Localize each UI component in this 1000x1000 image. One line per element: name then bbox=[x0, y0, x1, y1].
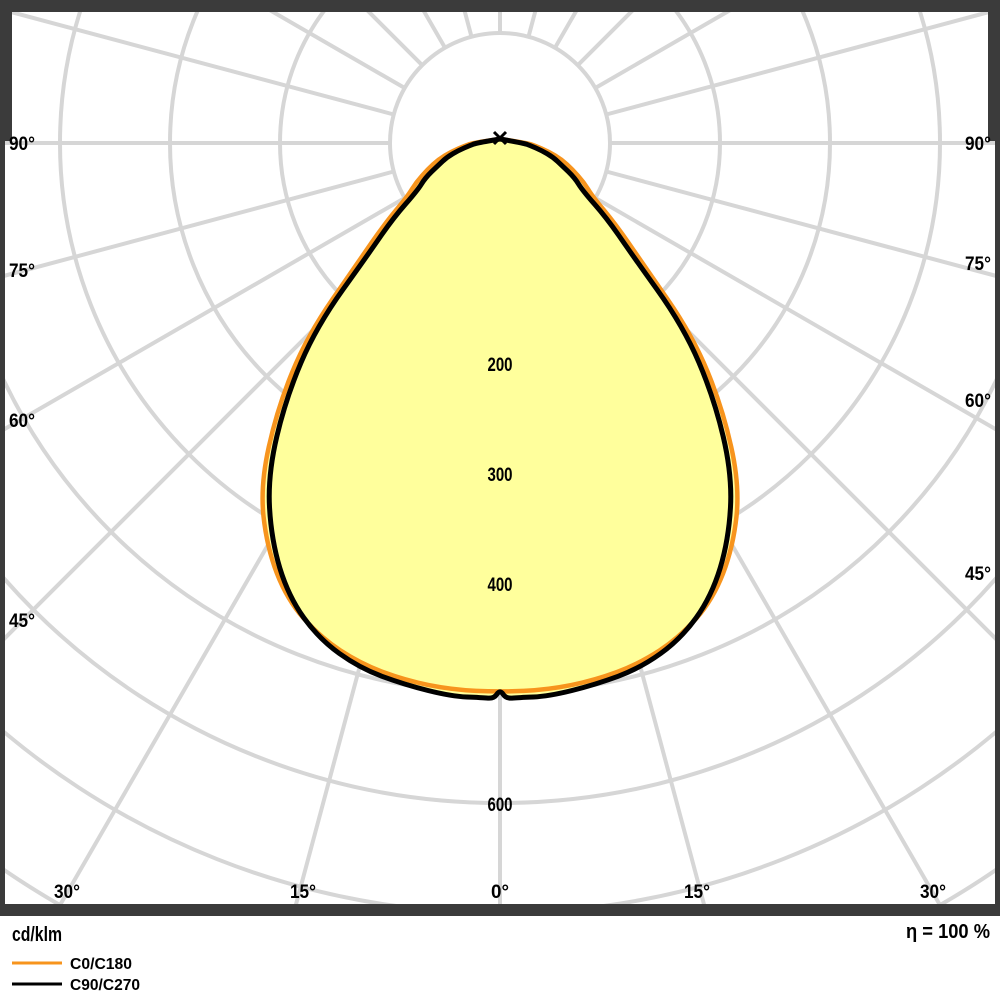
legend-label-c0-c180: C0/C180 bbox=[70, 956, 132, 973]
angle-label-right-90°: 90° bbox=[965, 134, 991, 155]
grid-ray-45-right bbox=[576, 219, 995, 641]
grid-ray-60-left bbox=[5, 196, 406, 432]
beam-fill bbox=[262, 139, 738, 699]
intensity-curves bbox=[260, 130, 740, 701]
angle-label-right-75°: 75° bbox=[965, 254, 991, 275]
apex-marker-icon bbox=[492, 130, 508, 146]
unit-label: cd/klm bbox=[12, 924, 62, 946]
angle-label-left-60°: 60° bbox=[9, 411, 35, 432]
grid-ray-120-left bbox=[269, 12, 406, 90]
angle-label-left-45°: 45° bbox=[9, 611, 35, 632]
angle-label-bottom-3: 15° bbox=[684, 882, 710, 903]
grid-ray-75-left bbox=[5, 169, 395, 278]
grid-ray-45-left bbox=[5, 219, 424, 641]
angle-label-bottom-2: 0° bbox=[491, 882, 509, 903]
radial-value-label-600: 600 bbox=[488, 795, 513, 816]
efficiency-label: η = 100 % bbox=[906, 921, 990, 943]
angle-label-right-60°: 60° bbox=[965, 391, 991, 412]
grid-ray-75-right bbox=[605, 169, 995, 278]
left-mask-bar bbox=[0, 0, 12, 141]
left-border bbox=[0, 141, 5, 904]
angle-label-right-45°: 45° bbox=[965, 564, 991, 585]
radial-value-label-300: 300 bbox=[488, 465, 513, 486]
angle-label-bottom-0: 30° bbox=[54, 882, 80, 903]
angle-label-left-75°: 75° bbox=[9, 261, 35, 282]
radial-value-label-200: 200 bbox=[488, 355, 513, 376]
grid-ray-120-right bbox=[594, 12, 731, 90]
angle-label-bottom-4: 30° bbox=[920, 882, 946, 903]
right-border bbox=[995, 141, 1000, 904]
angle-label-bottom-1: 15° bbox=[290, 882, 316, 903]
radial-value-label-400: 400 bbox=[488, 575, 513, 596]
legend-label-c90-c270: C90/C270 bbox=[70, 977, 140, 994]
grid-ray-105-right bbox=[605, 12, 995, 117]
bottom-bar bbox=[0, 904, 1000, 916]
angle-label-left-90°: 90° bbox=[9, 134, 35, 155]
grid-ray-60-right bbox=[594, 196, 995, 432]
top-mask-bar bbox=[0, 0, 1000, 12]
right-mask-bar bbox=[988, 0, 1000, 141]
curve-c90-c270 bbox=[266, 136, 734, 701]
footer: cd/klm η = 100 % C0/C180 C90/C270 bbox=[12, 921, 990, 994]
grid-ray-105-left bbox=[5, 12, 395, 117]
axis-labels: 90° 75° 60° 45° 90° 75° 60° 45° 30° 15° 0° 15° 30° 20… bbox=[9, 134, 991, 903]
chart-frame bbox=[0, 0, 1000, 916]
